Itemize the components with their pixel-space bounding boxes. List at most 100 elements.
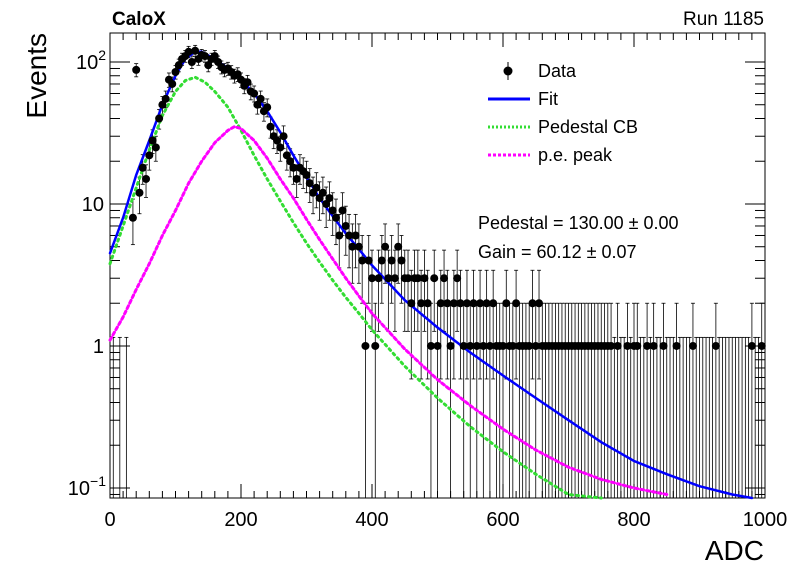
data-markers-group bbox=[128, 46, 766, 350]
data-point bbox=[263, 103, 272, 112]
data-point bbox=[688, 341, 697, 350]
data-point bbox=[286, 157, 295, 166]
data-point bbox=[446, 341, 455, 350]
data-point bbox=[531, 341, 540, 350]
data-point bbox=[204, 61, 213, 70]
data-point bbox=[145, 151, 154, 160]
data-point bbox=[168, 79, 177, 88]
data-point bbox=[328, 206, 337, 215]
data-point bbox=[256, 94, 265, 103]
data-point bbox=[354, 242, 363, 251]
data-point bbox=[368, 274, 376, 283]
data-point bbox=[430, 274, 439, 283]
data-point bbox=[318, 188, 327, 197]
x-tick-label: 0 bbox=[104, 509, 115, 531]
data-point bbox=[161, 94, 170, 103]
data-point bbox=[250, 89, 259, 98]
data-point bbox=[453, 274, 462, 283]
legend: Data Fit Pedestal CB p.e. peak bbox=[488, 61, 638, 165]
x-axis-label: ADC bbox=[705, 535, 764, 566]
data-point bbox=[155, 114, 164, 123]
data-point bbox=[345, 231, 354, 240]
data-point bbox=[489, 299, 498, 308]
legend-label: Pedestal CB bbox=[538, 117, 638, 137]
data-point bbox=[456, 299, 465, 308]
data-point bbox=[623, 341, 632, 350]
data-point bbox=[371, 341, 380, 350]
data-point bbox=[417, 299, 426, 308]
data-point bbox=[331, 213, 340, 222]
legend-label: p.e. peak bbox=[538, 145, 613, 165]
data-point bbox=[384, 274, 393, 283]
data-point bbox=[237, 75, 245, 84]
data-point bbox=[276, 143, 285, 152]
data-point bbox=[387, 256, 396, 265]
data-point bbox=[171, 68, 180, 77]
data-point bbox=[394, 242, 403, 251]
data-point bbox=[512, 299, 521, 308]
axes-group: 0 200 400 600 800 1000 10−1 1 10 102 bbox=[68, 33, 787, 531]
data-point bbox=[407, 299, 416, 308]
data-point bbox=[499, 341, 507, 350]
data-point bbox=[633, 341, 642, 350]
data-point bbox=[335, 231, 344, 240]
data-point bbox=[243, 78, 252, 87]
data-point bbox=[135, 188, 144, 197]
data-point bbox=[525, 341, 534, 350]
data-point bbox=[440, 274, 449, 283]
data-point bbox=[436, 299, 445, 308]
data-point bbox=[210, 52, 219, 61]
data-point bbox=[305, 179, 314, 188]
data-point bbox=[302, 170, 311, 179]
data-point bbox=[158, 100, 167, 109]
data-point bbox=[377, 256, 386, 265]
data-point bbox=[361, 341, 370, 350]
data-point bbox=[390, 274, 399, 283]
data-point bbox=[476, 299, 485, 308]
data-point bbox=[273, 136, 282, 145]
data-point bbox=[325, 194, 334, 203]
data-point bbox=[404, 274, 413, 283]
experiment-label: CaloX bbox=[112, 9, 166, 30]
data-point bbox=[508, 341, 517, 350]
data-point bbox=[351, 231, 360, 240]
data-point bbox=[191, 46, 200, 55]
data-point bbox=[672, 341, 681, 350]
gain-annotation: Gain = 60.12 ± 0.07 bbox=[478, 242, 637, 262]
data-point bbox=[420, 274, 429, 283]
data-point bbox=[142, 174, 151, 183]
data-point bbox=[659, 341, 668, 350]
data-point bbox=[138, 163, 147, 172]
legend-data-marker bbox=[503, 66, 513, 76]
data-point bbox=[187, 57, 196, 66]
data-point bbox=[184, 47, 193, 56]
data-point bbox=[338, 206, 347, 215]
data-point bbox=[607, 341, 616, 350]
x-tick-label: 600 bbox=[486, 509, 519, 531]
data-point bbox=[466, 341, 475, 350]
data-point bbox=[757, 341, 766, 350]
data-point bbox=[132, 65, 141, 74]
data-point bbox=[443, 299, 452, 308]
data-point bbox=[413, 274, 422, 283]
data-point bbox=[128, 213, 137, 222]
data-point bbox=[381, 242, 390, 251]
data-point bbox=[292, 174, 301, 183]
data-point bbox=[528, 299, 537, 308]
data-point bbox=[502, 299, 511, 308]
y-tick-label: 10−1 bbox=[68, 473, 106, 500]
data-point bbox=[433, 341, 442, 350]
data-point bbox=[374, 274, 383, 283]
data-point bbox=[312, 183, 321, 192]
x-tick-label: 1000 bbox=[743, 509, 788, 531]
data-point bbox=[200, 52, 209, 61]
data-point bbox=[469, 299, 478, 308]
data-point bbox=[289, 163, 298, 172]
data-point bbox=[253, 100, 262, 109]
data-point bbox=[364, 256, 373, 265]
y-tick-label: 1 bbox=[93, 336, 104, 358]
pedestal-annotation: Pedestal = 130.00 ± 0.00 bbox=[478, 213, 679, 233]
data-point bbox=[649, 341, 658, 350]
